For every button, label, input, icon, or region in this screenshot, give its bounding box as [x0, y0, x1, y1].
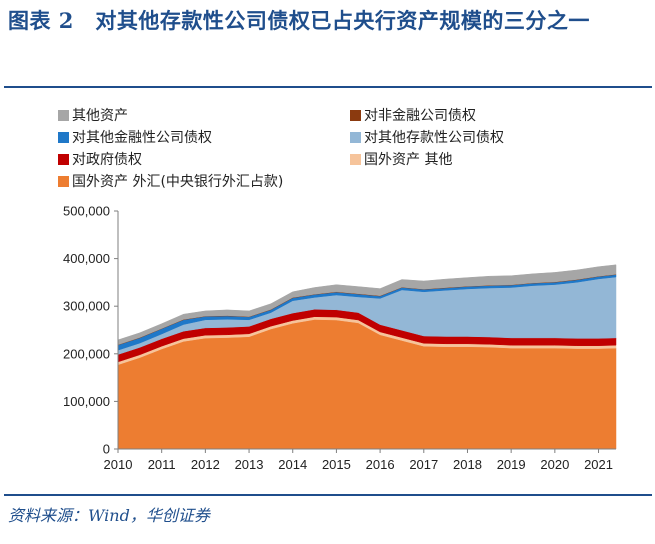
x-tick-label: 2012 — [191, 457, 220, 472]
title-divider — [4, 86, 652, 88]
y-tick-label: 200,000 — [63, 346, 110, 361]
x-tick-label: 2019 — [497, 457, 526, 472]
y-tick-label: 0 — [103, 442, 110, 457]
y-tick-label: 300,000 — [63, 299, 110, 314]
x-tick-label: 2014 — [278, 457, 307, 472]
x-tick-label: 2011 — [148, 457, 176, 472]
x-tick-label: 2021 — [584, 457, 613, 472]
y-tick-label: 400,000 — [63, 251, 110, 266]
chart-legend: 其他资产 对非金融公司债权 对其他金融性公司债权 对其他存款性公司债权 对政府债权 国外资… — [58, 106, 618, 206]
legend-entry: 国外资产 外汇(中央银行外汇占款) — [58, 172, 283, 192]
area-series-6 — [117, 264, 617, 346]
legend-entry: 对其他金融性公司债权 — [58, 128, 212, 148]
x-tick-label: 2013 — [235, 457, 264, 472]
legend-swatch — [350, 110, 361, 121]
legend-swatch — [58, 110, 69, 121]
legend-label: 对政府债权 — [72, 152, 142, 168]
legend-swatch — [350, 154, 361, 165]
legend-label: 对非金融公司债权 — [364, 108, 476, 124]
x-tick-label: 2015 — [322, 457, 351, 472]
chart-plot: 0 100,000 200,000 300,000 400,000 500,000 2010… — [63, 204, 617, 472]
stacked-areas — [117, 264, 617, 450]
legend-swatch — [58, 154, 69, 165]
legend-entry: 其他资产 — [58, 106, 128, 126]
y-tick-label: 500,000 — [63, 204, 110, 219]
x-tick-label: 2018 — [453, 457, 482, 472]
legend-swatch — [58, 132, 69, 143]
legend-label: 国外资产 外汇(中央银行外汇占款) — [72, 174, 284, 190]
legend-label: 对其他存款性公司债权 — [364, 130, 504, 146]
legend-swatch — [58, 176, 69, 187]
source-note: 资料来源：Wind，华创证券 — [8, 506, 210, 525]
x-tick-label: 2017 — [409, 457, 438, 472]
chart-title: 图表 2 对其他存款性公司债权已占央行资产规模的三分之一 — [8, 8, 590, 33]
y-tick-label: 100,000 — [63, 394, 110, 409]
legend-swatch — [350, 132, 361, 143]
legend-entry: 对其他存款性公司债权 — [350, 128, 504, 148]
footer-divider — [4, 494, 652, 496]
legend-entry: 对政府债权 — [58, 150, 142, 170]
x-tick-label: 2016 — [366, 457, 395, 472]
legend-label: 国外资产 其他 — [364, 152, 453, 168]
legend-label: 其他资产 — [72, 108, 128, 124]
x-tick-label: 2010 — [104, 457, 133, 472]
x-tick-label: 2020 — [540, 457, 569, 472]
legend-entry: 国外资产 其他 — [350, 150, 452, 170]
legend-label: 对其他金融性公司债权 — [72, 130, 212, 146]
legend-entry: 对非金融公司债权 — [350, 106, 476, 126]
